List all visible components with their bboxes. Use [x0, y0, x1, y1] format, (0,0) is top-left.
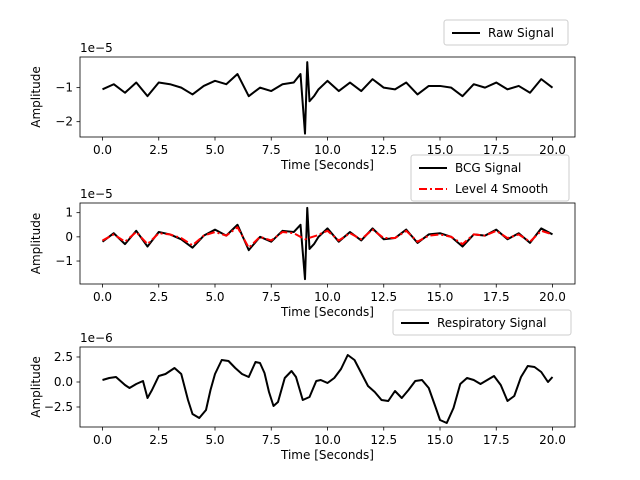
legend-box	[443, 19, 569, 46]
series-line-1	[102, 354, 554, 424]
subplot-3: 0.0 2.5 5.0 7.5 10.0 12.5 15.0 17.5 20.0 −2.5 0.0 2…	[29, 309, 576, 462]
y-axis-label: Amplitude	[29, 213, 43, 275]
x-tick-label: 15.0	[427, 143, 454, 157]
x-tick-label: 17.5	[483, 143, 510, 157]
x-tick-label: 15.0	[427, 290, 454, 304]
x-tick-label: 2.5	[149, 433, 168, 447]
y-tick-label: −2	[55, 115, 73, 129]
subplot-2: 0.0 2.5 5.0 7.5 10.0 12.5 15.0 17.5 20.0 −1 0 1 1e−5…	[29, 154, 576, 319]
x-tick-label: 7.5	[262, 433, 281, 447]
y-tick-label: −2.5	[44, 400, 73, 414]
x-tick-label: 15.0	[427, 433, 454, 447]
x-tick-label: 17.5	[483, 433, 510, 447]
x-tick-label: 7.5	[262, 143, 281, 157]
series-line-2	[102, 226, 553, 249]
y-tick-label: 2.5	[54, 350, 73, 364]
offset-text: 1e−5	[80, 187, 113, 201]
legend-box	[392, 309, 572, 336]
x-tick-label: 12.5	[370, 433, 397, 447]
series-group	[102, 354, 554, 424]
series-group	[102, 61, 554, 135]
x-tick-label: 0.0	[93, 433, 112, 447]
series-line-1	[101, 206, 553, 281]
legend-label: Raw Signal	[488, 26, 554, 40]
x-tick-label: 5.0	[205, 290, 224, 304]
x-axis-label: Time [Seconds]	[280, 305, 374, 319]
legend: Raw Signal	[443, 19, 569, 46]
x-tick-label: 0.0	[93, 143, 112, 157]
x-tick-label: 5.0	[205, 433, 224, 447]
legend: BCG Signal Level 4 Smooth	[410, 154, 570, 202]
y-tick-label: 1	[65, 206, 73, 220]
y-axis-label: Amplitude	[29, 356, 43, 418]
offset-text: 1e−6	[80, 331, 113, 345]
legend-label: Respiratory Signal	[437, 316, 546, 330]
series-line-1	[102, 61, 554, 135]
x-tick-label: 5.0	[205, 143, 224, 157]
x-axis-label: Time [Seconds]	[280, 448, 374, 462]
axes-frame	[79, 56, 576, 138]
y-tick-label: 0	[65, 230, 73, 244]
legend: Respiratory Signal	[392, 309, 572, 336]
x-tick-label: 12.5	[370, 290, 397, 304]
y-tick-label: −1	[55, 81, 73, 95]
offset-text: 1e−5	[80, 41, 113, 55]
y-axis-label: Amplitude	[29, 66, 43, 128]
legend-box	[410, 154, 570, 202]
x-tick-label: 2.5	[149, 143, 168, 157]
x-tick-label: 20.0	[539, 143, 566, 157]
legend-label: BCG Signal	[455, 161, 521, 175]
x-tick-label: 20.0	[539, 290, 566, 304]
x-tick-label: 2.5	[149, 290, 168, 304]
series-group	[101, 206, 553, 281]
legend-label: Level 4 Smooth	[455, 182, 548, 196]
x-tick-label: 20.0	[539, 433, 566, 447]
x-tick-label: 12.5	[370, 143, 397, 157]
y-tick-label: 0.0	[54, 375, 73, 389]
x-tick-label: 10.0	[314, 290, 341, 304]
x-tick-label: 7.5	[262, 290, 281, 304]
x-tick-label: 0.0	[93, 290, 112, 304]
y-tick-label: −1	[55, 254, 73, 268]
axes-frame	[79, 202, 576, 285]
subplot-1: 0.0 2.5 5.0 7.5 10.0 12.5 15.0 17.5 20.0 −2 −1 1e−5…	[29, 19, 576, 172]
x-tick-label: 10.0	[314, 433, 341, 447]
x-axis-label: Time [Seconds]	[280, 158, 374, 172]
x-tick-label: 17.5	[483, 290, 510, 304]
x-tick-label: 10.0	[314, 143, 341, 157]
